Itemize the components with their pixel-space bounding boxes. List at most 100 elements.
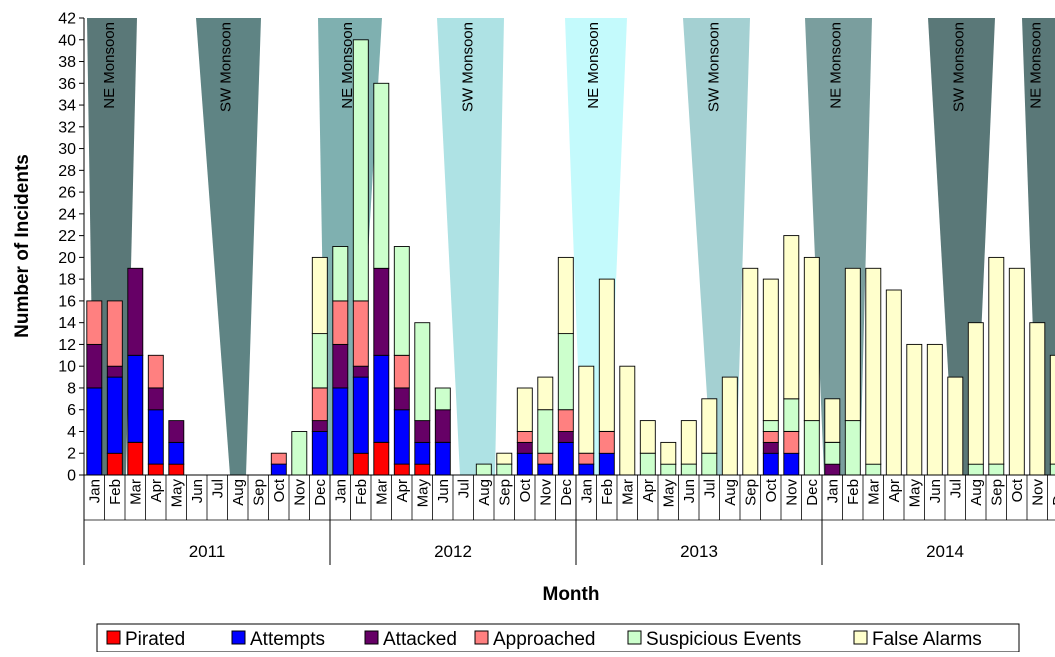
- bar-segment: [516, 452, 533, 476]
- bar-segment: [967, 322, 984, 465]
- month-tick-label: Aug: [230, 479, 247, 506]
- bar-segment: [762, 431, 779, 443]
- bar-segment: [352, 39, 369, 302]
- month-tick-label: Oct: [1009, 478, 1026, 502]
- bar-segment: [516, 431, 533, 443]
- month-tick-label: Dec: [1050, 479, 1055, 506]
- bar-segment: [147, 409, 164, 465]
- bar-segment: [168, 420, 185, 443]
- bar-segment: [762, 452, 779, 476]
- month-tick-label: Dec: [558, 479, 575, 506]
- month-tick-label: Jun: [927, 479, 944, 503]
- month-tick-label: Jan: [86, 479, 103, 503]
- bar-segment: [106, 300, 123, 367]
- bar-segment: [352, 452, 369, 476]
- month-tick-label: Oct: [763, 478, 780, 502]
- bar-segment: [557, 409, 574, 432]
- bar-segment: [352, 300, 369, 367]
- month-tick-label: Feb: [599, 479, 616, 505]
- bar-segment: [762, 278, 779, 422]
- bar-segment: [86, 300, 103, 345]
- legend-label: Pirated: [125, 629, 185, 650]
- y-tick-label: 40: [58, 32, 76, 49]
- bar-segment: [578, 452, 595, 465]
- month-tick-label: Aug: [476, 479, 493, 506]
- monsoon-band-label: NE Monsoon: [339, 22, 356, 109]
- bar-segment: [1049, 354, 1055, 465]
- month-tick-label: Oct: [517, 478, 534, 502]
- bar-segment: [311, 256, 328, 335]
- y-tick-label: 8: [67, 380, 76, 397]
- month-tick-label: Sep: [988, 479, 1005, 506]
- y-tick-label: 32: [58, 119, 76, 136]
- legend-swatch: [106, 630, 121, 645]
- legend-label: Suspicious Events: [646, 629, 801, 650]
- bar-segment: [414, 322, 431, 422]
- bar-segment: [660, 463, 677, 476]
- bar-segment: [885, 289, 902, 476]
- bar-segment: [393, 409, 410, 465]
- month-tick-label: Jun: [435, 479, 452, 503]
- bar-segment: [906, 343, 923, 476]
- month-tick-label: May: [906, 479, 923, 508]
- bar-segment: [414, 420, 431, 443]
- legend-swatch: [364, 630, 379, 645]
- legend-label: Attempts: [250, 629, 325, 650]
- legend-swatch: [627, 630, 642, 645]
- month-tick-label: Mar: [865, 479, 882, 505]
- bar-segment: [373, 441, 390, 476]
- bar-segment: [578, 463, 595, 476]
- bar-segment: [824, 463, 841, 476]
- month-tick-label: Nov: [291, 479, 308, 506]
- bar-segment: [106, 376, 123, 454]
- month-tick-label: Jul: [209, 479, 226, 498]
- bar-segment: [414, 441, 431, 465]
- bar-segment: [475, 463, 492, 476]
- bar-segment: [373, 267, 390, 356]
- bar-segment: [680, 463, 697, 476]
- bar-segment: [947, 376, 964, 476]
- month-tick-label: Apr: [640, 479, 657, 502]
- bar-segment: [106, 452, 123, 476]
- bar-segment: [844, 420, 861, 476]
- bar-segment: [311, 387, 328, 422]
- month-tick-label: Aug: [968, 479, 985, 506]
- bar-segment: [434, 409, 451, 443]
- bar-segment: [639, 452, 656, 476]
- bar-segment: [516, 441, 533, 454]
- bar-segment: [127, 441, 144, 476]
- y-tick-label: 20: [58, 250, 76, 267]
- bar-segment: [86, 343, 103, 389]
- y-tick-label: 42: [58, 11, 76, 28]
- bar-segment: [680, 420, 697, 465]
- monsoon-band-label: SW Monsoon: [218, 22, 235, 112]
- bar-segment: [824, 398, 841, 443]
- legend-swatch: [474, 630, 489, 645]
- bar-segment: [762, 441, 779, 454]
- month-tick-label: Nov: [537, 479, 554, 506]
- month-tick-label: Jul: [947, 479, 964, 498]
- month-tick-label: Jan: [332, 479, 349, 503]
- y-tick-label: 4: [67, 424, 76, 441]
- year-label: 2014: [926, 542, 964, 561]
- bar-segment: [393, 463, 410, 476]
- month-tick-label: Aug: [722, 479, 739, 506]
- bar-segment: [311, 420, 328, 432]
- bar-segment: [1008, 267, 1025, 476]
- bar-segment: [291, 431, 308, 476]
- monsoon-band-label: NE Monsoon: [1028, 22, 1045, 109]
- month-tick-label: Mar: [127, 479, 144, 505]
- bar-segment: [147, 387, 164, 411]
- bar-segment: [967, 463, 984, 476]
- y-tick-label: 36: [58, 76, 76, 93]
- bar-segment: [127, 267, 144, 356]
- legend-swatch: [853, 630, 868, 645]
- bar-segment: [537, 409, 554, 454]
- bar-segment: [393, 387, 410, 411]
- bar-segment: [434, 441, 451, 476]
- month-tick-label: Sep: [250, 479, 267, 506]
- bar-segment: [783, 235, 800, 400]
- bar-segment: [537, 463, 554, 476]
- bar-segment: [865, 267, 882, 465]
- bar-segment: [270, 463, 287, 476]
